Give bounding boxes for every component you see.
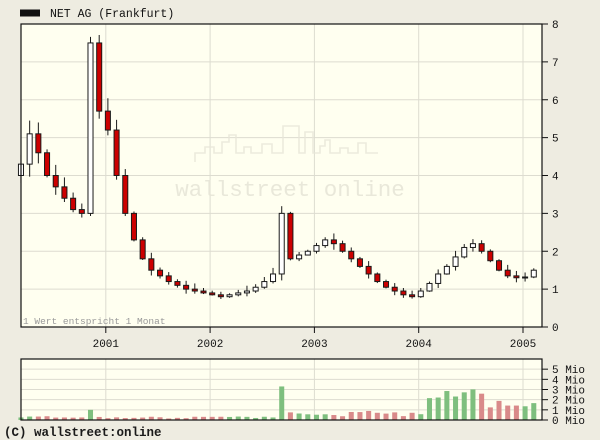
svg-text:5 Mio: 5 Mio <box>552 365 585 377</box>
svg-text:7: 7 <box>552 58 559 70</box>
svg-text:2002: 2002 <box>197 339 223 351</box>
svg-text:(C) wallstreet:online: (C) wallstreet:online <box>4 426 162 440</box>
svg-text:0: 0 <box>552 323 559 335</box>
svg-text:2004: 2004 <box>405 339 432 351</box>
svg-text:5: 5 <box>552 134 559 146</box>
svg-text:6: 6 <box>552 96 559 108</box>
svg-text:NET AG (Frankfurt): NET AG (Frankfurt) <box>50 8 174 21</box>
svg-text:1 Wert entspricht 1 Monat: 1 Wert entspricht 1 Monat <box>23 316 166 327</box>
svg-text:1: 1 <box>552 285 559 297</box>
svg-text:2: 2 <box>552 247 559 259</box>
svg-text:wallstreet online: wallstreet online <box>175 177 405 203</box>
svg-text:2001: 2001 <box>93 339 120 351</box>
svg-text:4: 4 <box>552 172 559 184</box>
svg-text:3: 3 <box>552 209 559 221</box>
svg-text:8: 8 <box>552 20 559 32</box>
svg-text:2005: 2005 <box>510 339 536 351</box>
svg-text:2003: 2003 <box>301 339 327 351</box>
